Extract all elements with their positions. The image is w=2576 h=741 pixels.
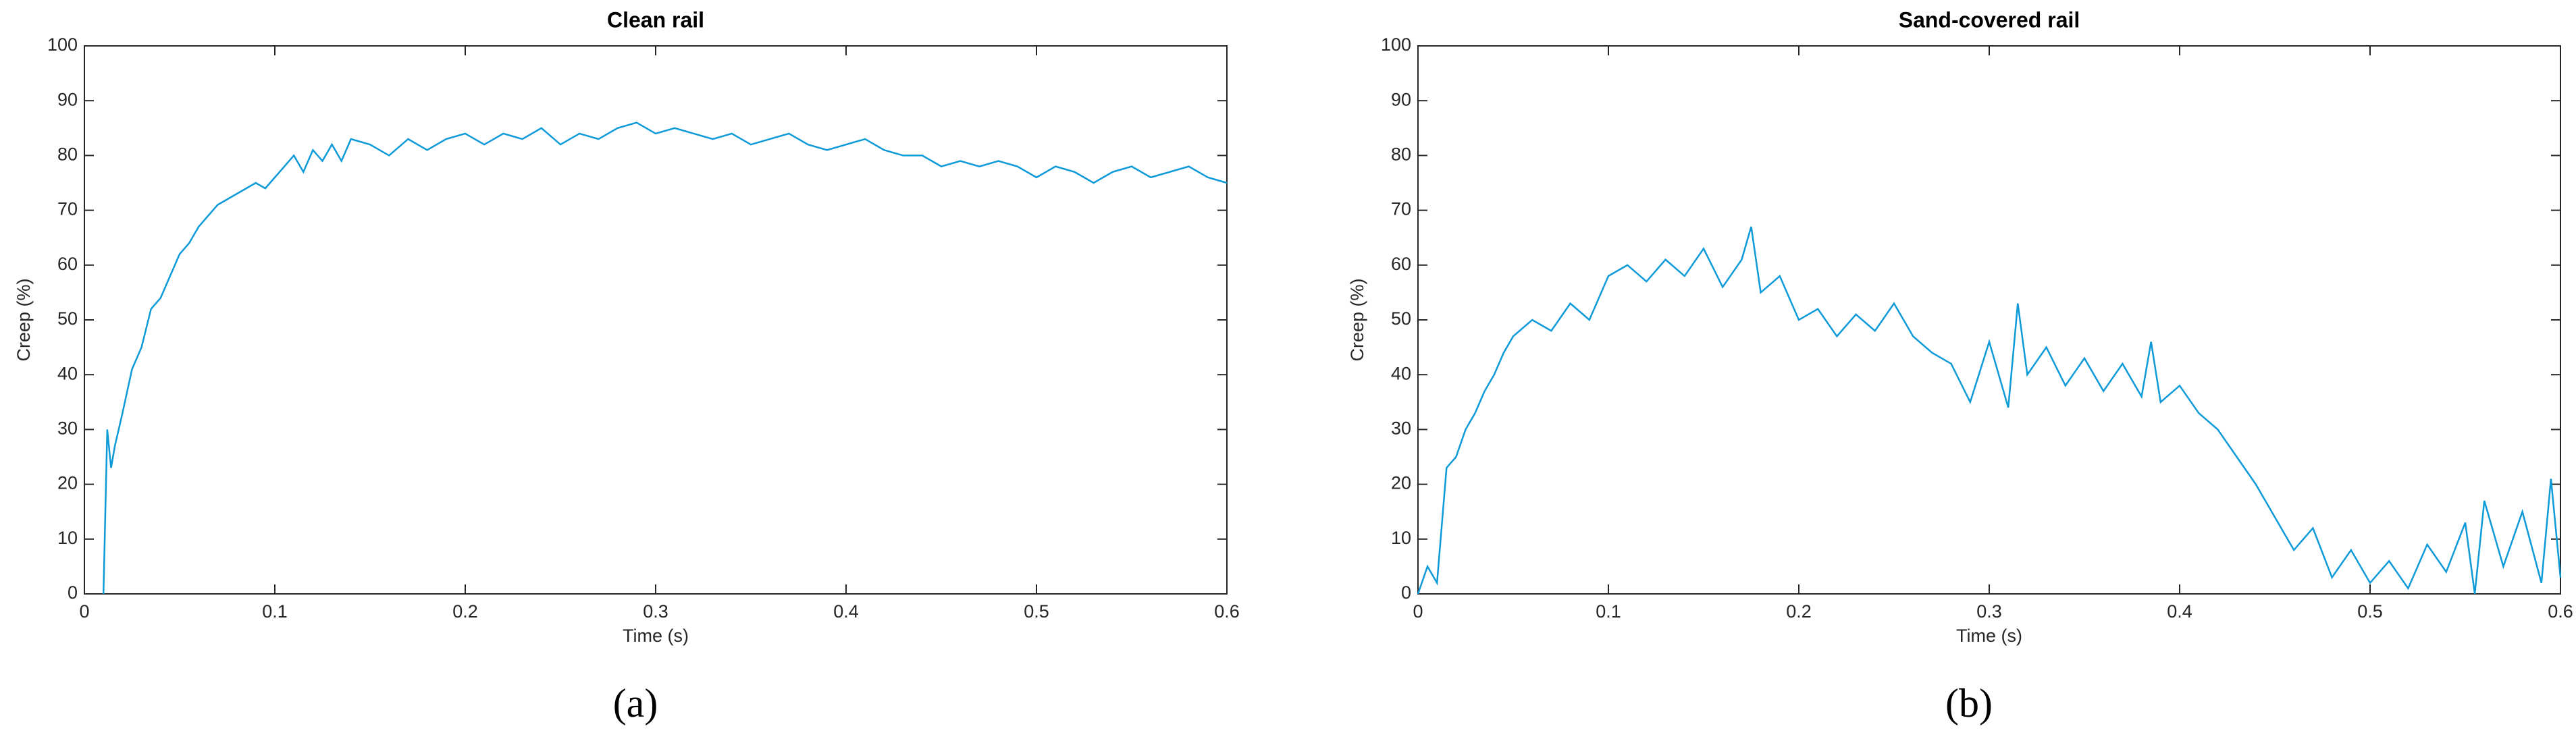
data-line xyxy=(102,121,1228,595)
y-tick-label: 50 xyxy=(57,308,78,329)
panel-label: (a) xyxy=(613,681,658,725)
x-axis-label: Time (s) xyxy=(623,626,689,646)
y-tick-label: 90 xyxy=(1391,89,1411,109)
x-tick-label: 0.3 xyxy=(1976,601,2002,622)
y-tick-label: 0 xyxy=(68,582,78,603)
y-tick-label: 20 xyxy=(57,473,78,493)
x-tick-label: 0.2 xyxy=(452,601,478,622)
x-tick-label: 0.5 xyxy=(1024,601,1049,622)
x-tick-label: 0.5 xyxy=(2357,601,2383,622)
chart-title: Clean rail xyxy=(607,7,704,32)
data-line xyxy=(1417,226,2562,595)
y-axis-label: Creep (%) xyxy=(1347,278,1367,361)
y-tick-label: 10 xyxy=(57,528,78,548)
y-tick-label: 0 xyxy=(1401,582,1411,603)
chart-title: Sand-covered rail xyxy=(1899,7,2080,32)
y-tick-label: 70 xyxy=(57,199,78,219)
x-tick-label: 0 xyxy=(1413,601,1423,622)
y-tick-label: 30 xyxy=(57,418,78,439)
y-tick-label: 40 xyxy=(57,363,78,383)
chart-panel: 0 10 20 30 40 50 60 70 80 90 100 0 0.1 0.2 0.3 0.4 0.5 0.… xyxy=(1347,7,2573,725)
x-tick-label: 0.3 xyxy=(643,601,668,622)
y-tick-label: 80 xyxy=(1391,144,1411,165)
y-tick-label: 20 xyxy=(1391,473,1411,493)
chart-panel: 0 10 20 30 40 50 60 70 80 90 100 0 0.1 0.2 0.3 0.4 0.5 0.… xyxy=(14,7,1240,725)
plot-area xyxy=(1417,45,2561,595)
y-tick-label: 10 xyxy=(1391,528,1411,548)
y-tick-label: 70 xyxy=(1391,199,1411,219)
y-tick-label: 60 xyxy=(57,254,78,274)
y-tick-label: 50 xyxy=(1391,308,1411,329)
y-axis-label: Creep (%) xyxy=(14,278,34,361)
x-tick-label: 0.6 xyxy=(2548,601,2573,622)
y-tick-label: 100 xyxy=(47,34,78,55)
y-tick-label: 90 xyxy=(57,89,78,109)
panel-label: (b) xyxy=(1945,681,1993,725)
x-axis-label: Time (s) xyxy=(1956,626,2022,646)
x-tick-label: 0.6 xyxy=(1214,601,1240,622)
x-tick-label: 0.4 xyxy=(2167,601,2192,622)
x-tick-label: 0.1 xyxy=(262,601,288,622)
y-tick-label: 30 xyxy=(1391,418,1411,439)
y-tick-label: 100 xyxy=(1381,34,1411,55)
x-tick-label: 0.4 xyxy=(833,601,859,622)
x-tick-label: 0.2 xyxy=(1786,601,1812,622)
x-tick-label: 0 xyxy=(79,601,89,622)
plot-area xyxy=(84,45,1228,595)
y-tick-label: 60 xyxy=(1391,254,1411,274)
x-tick-label: 0.1 xyxy=(1596,601,1621,622)
y-tick-label: 80 xyxy=(57,144,78,165)
y-tick-label: 40 xyxy=(1391,363,1411,383)
